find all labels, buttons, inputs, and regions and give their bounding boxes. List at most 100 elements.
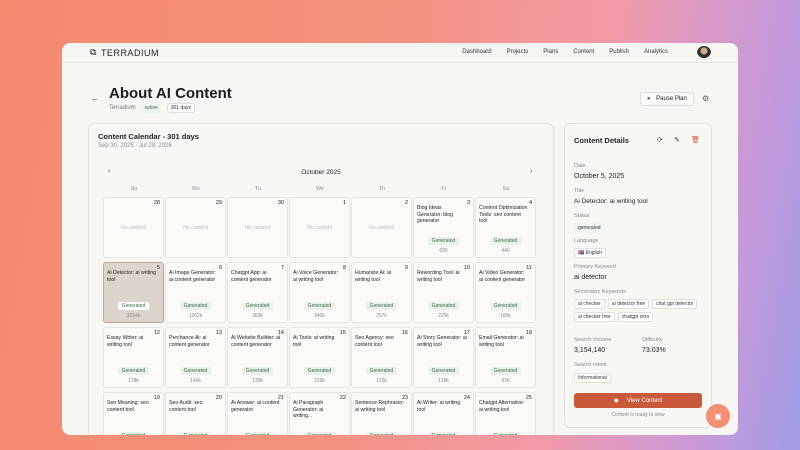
calendar-day[interactable]: 5 Ai Detector: ai writing tool Generated 31… bbox=[103, 262, 164, 323]
weekday-header: Su bbox=[130, 186, 138, 192]
weekday-header: Tu bbox=[254, 186, 262, 192]
trash-icon[interactable]: 🗑 bbox=[691, 137, 700, 144]
calendar-day[interactable]: 8 Ai Voice Generator: ai writing tool Gene… bbox=[289, 262, 350, 323]
nav-projects[interactable]: Projects bbox=[506, 49, 529, 55]
day-number: 5 bbox=[156, 265, 160, 271]
weekday-header: Mo bbox=[192, 186, 200, 192]
calendar-day[interactable]: 9 Humanize Ai: ai writing tool Generated 25… bbox=[351, 262, 412, 323]
calendar-day[interactable]: 15 Ai Tools: ai writing tool Generated 126k bbox=[289, 327, 350, 388]
difficulty-value: 73.03% bbox=[642, 347, 666, 354]
status-badge: Generated bbox=[489, 302, 522, 310]
nav-plans[interactable]: Plans bbox=[543, 49, 559, 55]
calendar-day[interactable]: 16 Seo Agency: seo content tool Generated 1… bbox=[351, 327, 412, 388]
no-content-label: No content bbox=[368, 225, 395, 231]
nav-publish[interactable]: Publish bbox=[609, 49, 629, 55]
calendar-day[interactable]: 7 Chatgpt App: ai content generator Genera… bbox=[227, 262, 288, 323]
calendar-day[interactable]: 11 Ai Video Generator: ai content generat… bbox=[475, 262, 536, 323]
status-badge: Generated bbox=[427, 432, 460, 435]
day-title: Ai Detector: ai writing tool bbox=[107, 270, 157, 283]
page-subtitle: Terradium active 301 days bbox=[109, 103, 196, 113]
calendar-day[interactable]: 2 No content bbox=[351, 197, 412, 258]
status-badge: Generated bbox=[427, 237, 460, 245]
status-badge: Generated bbox=[427, 302, 460, 310]
weekday-header: Fr bbox=[441, 186, 447, 192]
calendar-day[interactable]: 12 Essay Writer: ai writing tool Generated… bbox=[103, 327, 164, 388]
view-content-label: View Content bbox=[626, 397, 663, 404]
nav-dashboard[interactable]: Dashboard bbox=[462, 49, 492, 55]
gear-icon[interactable]: ⚙ bbox=[702, 94, 710, 103]
title-label: Title bbox=[574, 188, 585, 194]
day-title: Content Optimization Tools: seo content … bbox=[479, 205, 528, 224]
prev-month-icon[interactable]: ‹ bbox=[108, 168, 111, 175]
calendar-day[interactable]: 18 Email Generator: ai writing tool Genera… bbox=[475, 327, 536, 388]
calendar-day[interactable]: 10 Rewording Tool: ai writing tool Generat… bbox=[413, 262, 474, 323]
status-badge: Generated bbox=[365, 367, 398, 375]
status-badge: Generated bbox=[489, 237, 522, 245]
refresh-icon[interactable]: ⟳ bbox=[657, 137, 663, 144]
calendar-day[interactable]: 6 Ai Image Generator: ai content generato… bbox=[165, 262, 226, 323]
back-arrow-icon[interactable]: ← bbox=[91, 94, 99, 103]
status-badge: Generated bbox=[427, 367, 460, 375]
secondary-keywords: ai checker ai detector free chat gpt detec… bbox=[574, 299, 699, 322]
edit-icon[interactable]: ✎ bbox=[674, 137, 680, 144]
language-label: Language bbox=[574, 238, 599, 244]
search-volume: 690 bbox=[439, 248, 448, 254]
page-title: About AI Content bbox=[109, 85, 232, 102]
avatar[interactable] bbox=[697, 46, 711, 60]
calendar-day[interactable]: 4 Content Optimization Tools: seo content… bbox=[475, 197, 536, 258]
view-content-button[interactable]: ◉ View Content bbox=[574, 393, 702, 408]
calendar-day[interactable]: 14 Ai Website Builder: ai content generat… bbox=[227, 327, 288, 388]
day-title: Ai Video Generator: ai content generator bbox=[479, 270, 526, 283]
calendar-day[interactable]: 1 No content bbox=[289, 197, 350, 258]
nav-content[interactable]: Content bbox=[573, 49, 595, 55]
logo[interactable]: ⧉ TERRADIUM bbox=[90, 47, 159, 58]
calendar-day[interactable]: 22 Ai Paragraph Generator: ai writing... G… bbox=[289, 392, 350, 435]
next-month-icon[interactable]: › bbox=[530, 168, 533, 175]
day-number: 19 bbox=[153, 395, 160, 401]
calendar-title: Content Calendar - 301 days bbox=[98, 132, 199, 141]
keyword-chip: ai detector free bbox=[607, 299, 650, 309]
calendar-day[interactable]: 30 No content bbox=[227, 197, 288, 258]
calendar-day[interactable]: 17 Ai Story Generator: ai writing tool Gen… bbox=[413, 327, 474, 388]
day-number: 1 bbox=[342, 200, 346, 206]
calendar-day[interactable]: 29 No content bbox=[165, 197, 226, 258]
keyword-chip: chat gpt detector bbox=[652, 299, 698, 309]
nav-analytics[interactable]: Analytics bbox=[643, 49, 668, 55]
day-number: 15 bbox=[339, 330, 346, 336]
day-title: Ai Story Generator: ai writing tool bbox=[417, 335, 467, 348]
status-badge: Generated bbox=[489, 432, 522, 435]
pause-label: Pause Plan bbox=[656, 96, 687, 102]
calendar-day[interactable]: 19 Seo Meaning: seo content tool Generated bbox=[103, 392, 164, 435]
project-name: Terradium bbox=[109, 105, 136, 111]
status-badge: active bbox=[140, 103, 162, 113]
status-badge: Generated bbox=[365, 432, 398, 435]
calendar-day[interactable]: 3 Blog Ideas Generator: blog generator Gen… bbox=[413, 197, 474, 258]
status-chip: generated bbox=[574, 223, 605, 233]
search-volume: 178k bbox=[128, 378, 139, 384]
nav-links: Dashboard Projects Plans Content Publish Anal… bbox=[462, 49, 668, 55]
day-title: Essay Writer: ai writing tool bbox=[107, 335, 144, 348]
primary-keyword-label: Primary Keyword bbox=[574, 264, 616, 270]
search-volume: 97k bbox=[501, 378, 510, 384]
day-title: Chatgpt Alternative: ai writing tool bbox=[479, 400, 525, 413]
status-badge: Generated bbox=[241, 432, 274, 435]
duration-badge: 301 days bbox=[166, 103, 196, 113]
content-calendar: Content Calendar - 301 days Sep 30, 2025… bbox=[88, 123, 554, 435]
primary-keyword-value: ai detector bbox=[574, 274, 607, 281]
calendar-day[interactable]: 13 Perchance Ai: ai content generator Gene… bbox=[165, 327, 226, 388]
day-number: 8 bbox=[342, 265, 346, 271]
pause-plan-button[interactable]: ⏸ Pause Plan bbox=[640, 92, 694, 106]
search-volume: 3154k bbox=[126, 313, 141, 319]
chat-fab-button[interactable]: ▣ bbox=[706, 404, 730, 428]
calendar-day[interactable]: 28 No content bbox=[103, 197, 164, 258]
eye-icon: ◉ bbox=[613, 398, 619, 404]
calendar-day[interactable]: 20 Seo Audit: seo content tool Generated bbox=[165, 392, 226, 435]
search-volume: 1262k bbox=[188, 313, 203, 319]
status-badge: Generated bbox=[117, 302, 150, 310]
search-volume: 180k bbox=[500, 313, 511, 319]
no-content-label: No content bbox=[120, 225, 147, 231]
